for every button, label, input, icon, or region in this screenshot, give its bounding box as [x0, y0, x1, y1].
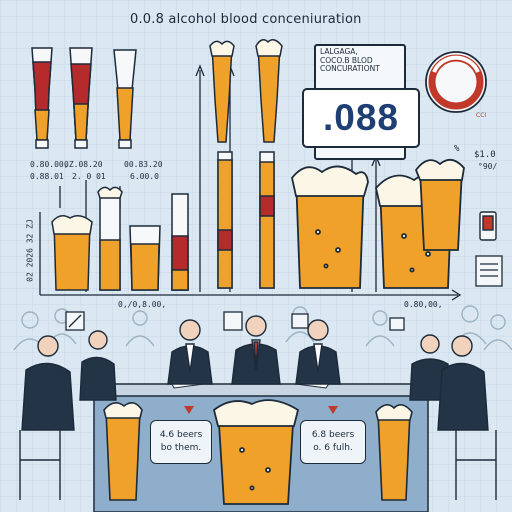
- businessmen: [21, 315, 489, 431]
- percent-label: %: [454, 144, 460, 154]
- down-arrows: [184, 406, 338, 414]
- left-label-6: 6.00.0: [130, 172, 159, 181]
- seal-icon: [425, 51, 487, 113]
- seal-text: CCI: [476, 112, 487, 119]
- panel-line-3: CONCURATIONT: [320, 64, 380, 73]
- callout-left-line-2: bo them.: [160, 443, 202, 453]
- tall-glass-5: [255, 39, 283, 143]
- table-beer-left: [103, 402, 143, 501]
- left-label-1: 0.80.00,: [30, 160, 69, 169]
- left-label-3: 0Z.08.20: [64, 160, 103, 169]
- tube-1: [217, 151, 233, 289]
- tall-glass-3: [113, 49, 137, 149]
- tall-glass-1: [31, 47, 53, 149]
- left-label-5: 00.83.20: [124, 160, 163, 169]
- x-axis-label-right: 0.80,00,: [404, 300, 443, 309]
- callout-left: 4.6 beers bo them.: [150, 420, 212, 464]
- left-label-2: 0.88.01: [30, 172, 64, 181]
- panel-line-2: COCO.B BLOD: [320, 55, 373, 65]
- right-value-2: °90/: [478, 162, 498, 171]
- chart-glass-3: [129, 225, 161, 291]
- tube-2: [259, 151, 275, 289]
- phone-icon: [479, 211, 497, 241]
- panel-line-1: LALGAGA,: [320, 47, 358, 56]
- x-axis-label-left: 0,/0,8.00,: [118, 300, 167, 309]
- table-beer-right: [375, 404, 413, 501]
- callout-right: 6.8 beers o. 6 fulh.: [300, 420, 366, 464]
- callout-right-line-1: 6.8 beers: [311, 430, 355, 440]
- chart-glass-2: [97, 186, 123, 291]
- beer-mug-1: [291, 165, 369, 289]
- callout-right-line-2: o. 6 fulh.: [313, 443, 353, 453]
- beer-mug-3: [414, 158, 465, 251]
- tall-glass-4: [209, 40, 235, 143]
- wall-frames: [65, 255, 503, 331]
- y-axis-label: 02 2026 32 ZJ: [25, 219, 35, 282]
- tall-glass-2: [69, 47, 93, 149]
- callout-left-line-1: 4.6 beers: [159, 430, 203, 440]
- chart-glass-1: [51, 215, 93, 291]
- chart-glass-4: [171, 193, 189, 291]
- panel-text: LALGAGA, COCO.B BLOD CONCURATIONT: [320, 47, 380, 74]
- page-title: 0.0.8 alcohol blood conceniuration: [130, 12, 362, 27]
- table-beer-center: [212, 399, 300, 505]
- bac-value: .088: [302, 88, 420, 148]
- left-label-4: 2. 0 01: [72, 172, 106, 181]
- chairs: [19, 430, 497, 500]
- right-value-1: $1.0: [474, 150, 496, 160]
